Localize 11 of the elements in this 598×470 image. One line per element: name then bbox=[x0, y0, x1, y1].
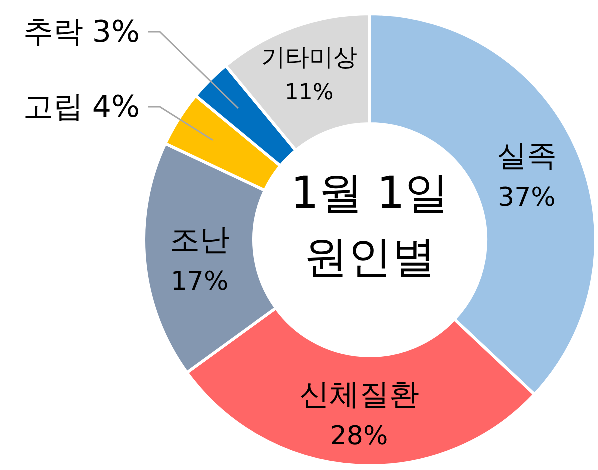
slice-label: 조난 bbox=[170, 223, 230, 258]
slice-label: 신체질환 bbox=[299, 378, 420, 413]
slice-label: 기타미상 bbox=[261, 44, 358, 72]
slice-label: 고립 bbox=[23, 90, 84, 125]
slice-label: 실족 bbox=[496, 139, 557, 174]
data-label: 11% bbox=[284, 80, 334, 106]
data-label: 37% bbox=[498, 183, 556, 214]
data-label: 17% bbox=[170, 267, 229, 298]
data-label: 28% bbox=[330, 422, 388, 452]
slice-label: 추락 bbox=[23, 15, 84, 50]
text: 1월 1일 원인별 bbox=[291, 168, 449, 283]
